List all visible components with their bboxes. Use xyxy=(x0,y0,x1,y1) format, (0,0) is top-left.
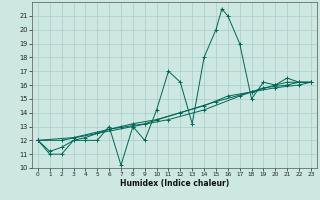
X-axis label: Humidex (Indice chaleur): Humidex (Indice chaleur) xyxy=(120,179,229,188)
